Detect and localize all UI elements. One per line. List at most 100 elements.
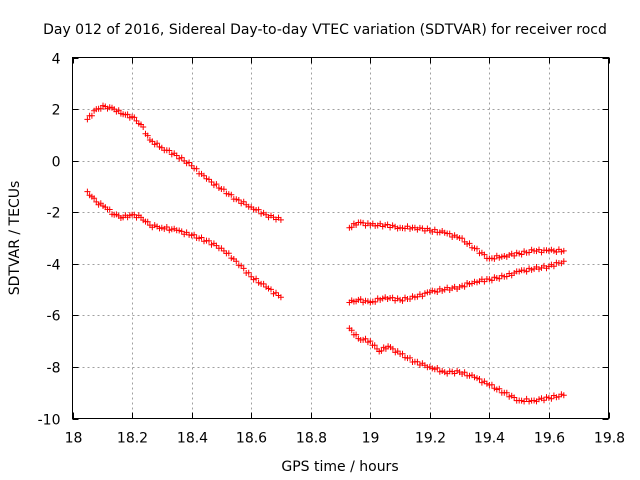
data-point [434,289,441,295]
data-point [277,216,284,223]
data-point [367,338,374,345]
y-tick-label: 2 [52,103,61,119]
data-point [88,112,95,119]
data-point [446,230,453,237]
data-point [115,107,122,114]
y-tick-label: 4 [52,52,61,68]
y-tick-label: 0 [52,155,61,171]
x-axis-label: GPS time / hours [281,459,398,475]
axis-ticks: 18 18.2 18.4 18.6 18.8 19 19.2 19.4 19.6 19.8 -10 -… [38,52,625,447]
data-point [91,195,98,202]
data-point [240,265,247,272]
data-point [173,152,180,159]
y-tick-label: -8 [47,361,61,377]
x-tick-label: 19 [362,431,380,447]
series-arc-2 [84,188,284,301]
x-tick-label: 18 [65,431,83,447]
data-point [206,237,212,244]
x-tick-label: 18.8 [296,431,327,447]
data-point [166,147,173,154]
data-point [144,132,151,139]
data-point [362,335,369,342]
data-point [348,224,355,231]
x-tick-label: 18.2 [117,431,148,447]
data-point [407,354,413,361]
series-arc-5 [346,325,567,405]
x-tick-label: 19.6 [534,431,565,447]
data-point [198,234,205,241]
data-point [378,347,385,354]
data-point [235,197,242,203]
data-point [193,165,200,172]
data-point [178,154,185,161]
data-point [466,240,473,247]
data-point [213,181,220,188]
data-point [225,250,232,257]
data-point [154,140,161,147]
data-point [560,247,567,254]
data-point [503,389,510,396]
data-point [481,251,488,258]
data-point [474,245,480,252]
data-point [459,235,466,242]
data-point [228,191,235,198]
x-tick-label: 18.6 [236,431,267,447]
chart-title: Day 012 of 2016, Sidereal Day-to-day VTE… [43,22,607,38]
data-point [511,394,518,401]
data-point [496,275,503,282]
data-point [84,188,91,195]
data-point [186,159,193,166]
data-points [84,102,567,405]
plot-frame [72,57,609,419]
data-point [97,105,104,112]
data-point [140,124,147,130]
data-point [434,365,441,371]
series-arc-4 [346,258,567,306]
data-point [253,275,260,282]
y-tick-label: -2 [47,206,61,222]
data-point [372,298,379,305]
data-point [461,369,468,376]
y-tick-label: -6 [47,309,61,325]
data-point [245,269,252,276]
data-point [518,251,525,258]
data-point [488,277,495,284]
y-tick-label: -10 [38,413,61,429]
data-point [208,179,215,185]
data-point [124,111,131,118]
data-point [277,294,284,301]
data-point [84,116,91,123]
data-point [560,392,567,399]
data-point [389,345,396,352]
data-point [348,327,355,334]
data-point [488,381,495,388]
data-point [399,350,406,357]
data-point [548,395,555,402]
data-point [233,258,240,265]
y-axis-label: SDTVAR / TECUs [7,181,23,296]
data-point [496,385,503,392]
data-point [260,280,267,287]
data-point [550,263,557,270]
x-tick-label: 19.8 [594,431,625,447]
series-arc-3 [346,219,567,262]
data-point [268,286,274,293]
x-tick-label: 18.4 [177,431,208,447]
x-tick-label: 19.2 [415,431,446,447]
data-point [560,258,567,265]
data-point [220,186,227,193]
data-point [144,218,151,225]
x-tick-label: 19.4 [474,431,505,447]
data-point [163,224,170,230]
data-point [106,206,113,213]
data-point [191,231,198,238]
data-point [511,252,518,259]
data-point [371,342,378,349]
grid [72,57,609,419]
y-tick-label: -4 [47,258,61,274]
data-point [399,297,406,304]
data-point [357,296,364,303]
data-point [131,114,138,121]
data-point [491,255,498,262]
